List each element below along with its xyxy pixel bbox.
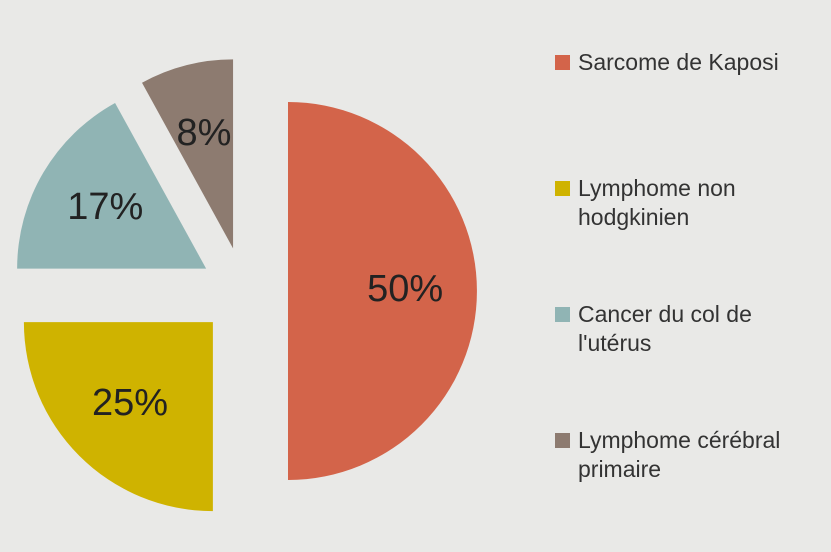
pie-slice xyxy=(288,102,477,480)
legend-label: Lymphome cérébral primaire xyxy=(578,427,781,482)
legend-entry: Cancer du col de l'utérus xyxy=(555,300,825,426)
legend: Sarcome de Kaposi Lymphome non hodgkinien… xyxy=(555,48,825,552)
data-label: 17% xyxy=(67,186,143,228)
legend-swatch xyxy=(555,433,570,448)
data-label: 8% xyxy=(176,112,231,154)
legend-entry: Lymphome non hodgkinien xyxy=(555,174,825,300)
legend-entry: Lymphome cérébral primaire xyxy=(555,426,825,552)
legend-entry: Sarcome de Kaposi xyxy=(555,48,825,174)
pie-slice xyxy=(142,59,234,249)
data-label: 25% xyxy=(92,382,168,424)
legend-label: Lymphome non hodgkinien xyxy=(578,175,736,230)
legend-swatch xyxy=(555,181,570,196)
legend-swatch xyxy=(555,55,570,70)
data-label: 50% xyxy=(367,268,443,310)
legend-label: Sarcome de Kaposi xyxy=(578,49,779,75)
pie-slice xyxy=(17,102,207,269)
legend-swatch xyxy=(555,307,570,322)
pie-slice xyxy=(23,322,213,512)
legend-label: Cancer du col de l'utérus xyxy=(578,301,752,356)
chart: 50% 25% 17% 8% xyxy=(17,59,477,512)
